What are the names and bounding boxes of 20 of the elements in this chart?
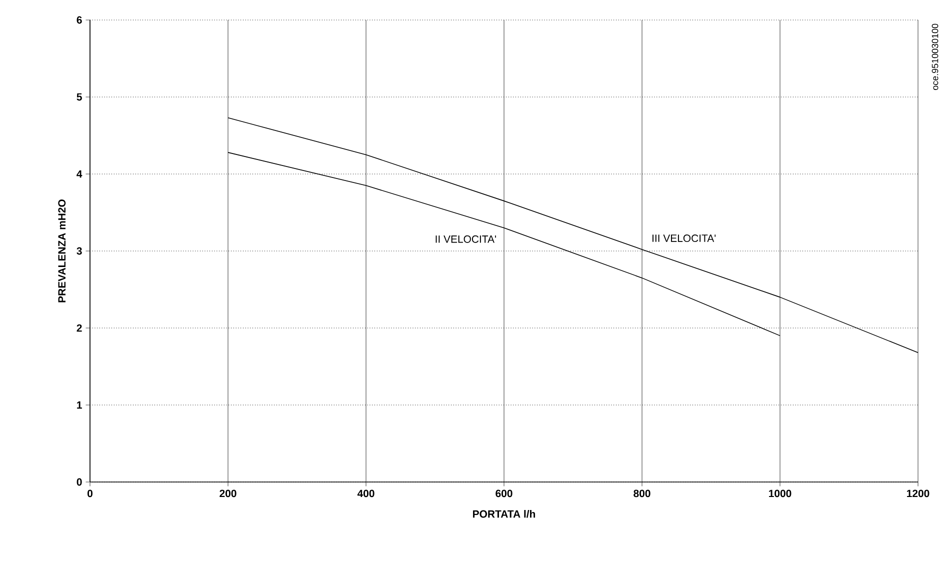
y-tick-label: 4 bbox=[76, 170, 82, 178]
y-axis-title: PREVALENZA mH2O bbox=[58, 200, 66, 302]
y-tick-label: 1 bbox=[77, 401, 82, 409]
x-tick-label: 0 bbox=[88, 490, 92, 498]
x-tick-label: 400 bbox=[357, 490, 374, 498]
y-tick-label: 5 bbox=[76, 93, 82, 101]
x-tick-label: 200 bbox=[220, 490, 236, 498]
x-tick-label: 1000 bbox=[769, 490, 792, 498]
series-label: II VELOCITA' bbox=[436, 235, 496, 243]
text: oce.9510030100 bbox=[932, 24, 938, 90]
x-tick-label: 600 bbox=[496, 490, 512, 498]
x-tick-label: 1200 bbox=[907, 490, 930, 498]
x-tick-label: 800 bbox=[634, 490, 650, 498]
x-axis-title: PORTATA l/h bbox=[473, 510, 536, 518]
series-label: III VELOCITA' bbox=[652, 234, 716, 242]
line-series bbox=[228, 152, 780, 336]
y-tick-label: 2 bbox=[76, 324, 82, 332]
y-tick-label: 6 bbox=[76, 16, 82, 24]
y-tick-label: 3 bbox=[76, 247, 82, 255]
y-tick-label: 0 bbox=[76, 478, 82, 486]
